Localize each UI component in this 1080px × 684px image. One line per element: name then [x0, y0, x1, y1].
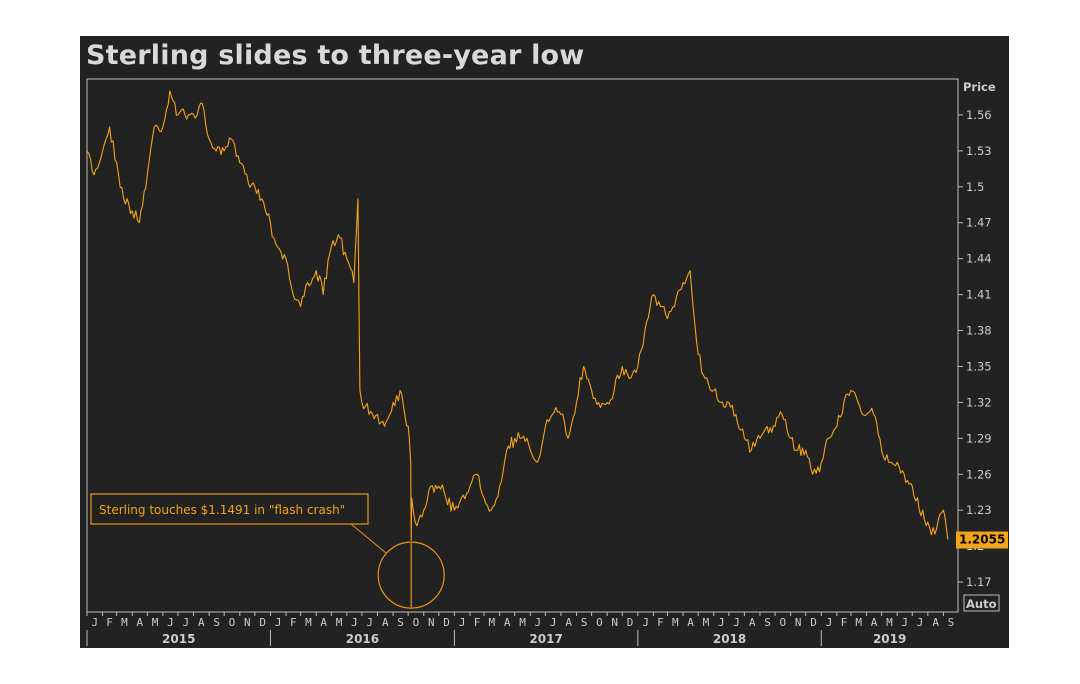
x-month-label: M — [519, 616, 526, 629]
annotation-group: Sterling touches $1.1491 in "flash crash… — [90, 493, 445, 609]
x-month-label: F — [657, 616, 664, 629]
x-month-label: J — [733, 616, 740, 629]
chart-title: Sterling slides to three-year low — [86, 40, 585, 71]
y-tick-label: 1.56 — [966, 108, 992, 122]
y-axis: 1.56 1.53 1.5 1.47 1.44 1.41 1.38 1.35 1.32 1.29 1… — [958, 108, 992, 589]
x-month-label: M — [489, 616, 496, 629]
x-month-label: A — [198, 616, 205, 629]
y-tick-label: 1.35 — [966, 359, 992, 373]
x-month-label: A — [382, 616, 389, 629]
y-tick-label: 1.5 — [966, 180, 984, 194]
chart-panel — [80, 36, 1009, 648]
x-month-label: A — [871, 616, 878, 629]
x-month-label: F — [841, 616, 848, 629]
x-month-label: M — [152, 616, 159, 629]
x-month-label: A — [565, 616, 572, 629]
x-month-label: M — [121, 616, 128, 629]
series-group[interactable] — [86, 90, 949, 541]
x-month-label: D — [810, 616, 817, 629]
x-month-label: O — [596, 616, 603, 629]
x-month-label: F — [474, 616, 481, 629]
x-month-label: J — [826, 616, 833, 629]
x-month-label: N — [611, 616, 618, 629]
x-month-label: O — [780, 616, 787, 629]
x-month-label: S — [948, 616, 955, 629]
x-month-label: S — [213, 616, 220, 629]
x-month-label: J — [182, 616, 189, 629]
x-month-label: O — [229, 616, 236, 629]
x-month-label: J — [351, 616, 358, 629]
last-value-badge: 1.2055 — [956, 531, 1008, 549]
x-year-label: 2019 — [873, 632, 906, 646]
price-chart[interactable]: 1.56 1.53 1.5 1.47 1.44 1.41 1.38 1.35 1.32 1.29 1… — [80, 36, 1009, 648]
x-month-label: M — [336, 616, 343, 629]
x-month-label: M — [703, 616, 710, 629]
x-month-label: F — [290, 616, 297, 629]
x-year-label: 2015 — [162, 632, 195, 646]
x-month-label: N — [244, 616, 251, 629]
last-value-badge-bg — [956, 531, 1008, 549]
x-month-label: J — [275, 616, 282, 629]
x-month-label: J — [718, 616, 725, 629]
x-month-label: S — [397, 616, 404, 629]
x-month-label: M — [672, 616, 679, 629]
x-month-label: J — [917, 616, 924, 629]
annotation-text: Sterling touches $1.1491 in "flash crash… — [99, 503, 345, 517]
x-month-label: S — [581, 616, 588, 629]
y-axis-label: Price — [963, 80, 996, 94]
x-month-label: J — [91, 616, 98, 629]
flash-crash-circle — [377, 541, 445, 609]
x-month-label: M — [855, 616, 862, 629]
x-month-label: A — [932, 616, 939, 629]
x-month-label: J — [535, 616, 542, 629]
y-tick-label: 1.29 — [966, 431, 992, 445]
x-month-label: S — [764, 616, 771, 629]
x-year-label: 2017 — [529, 632, 562, 646]
x-year-label: 2016 — [346, 632, 379, 646]
plot-area-border — [86, 78, 959, 613]
x-month-label: A — [136, 616, 143, 629]
x-month-label: A — [504, 616, 511, 629]
x-month-label: J — [366, 616, 373, 629]
x-month-label: J — [550, 616, 557, 629]
y-tick-label: 1.47 — [966, 216, 992, 230]
x-month-label: A — [749, 616, 756, 629]
x-month-label: M — [305, 616, 312, 629]
x-month-label: J — [459, 616, 466, 629]
series-line — [86, 90, 949, 541]
annotation-leader-line — [350, 523, 387, 554]
x-month-label: A — [320, 616, 327, 629]
y-tick-label: 1.44 — [966, 252, 992, 266]
x-month-label: D — [627, 616, 634, 629]
y-tick-label: 1.53 — [966, 144, 992, 158]
x-month-label: J — [901, 616, 908, 629]
x-year-label: 2018 — [713, 632, 746, 646]
x-month-label: F — [106, 616, 113, 629]
auto-button[interactable]: Auto — [963, 594, 1000, 612]
annotation-box — [90, 493, 369, 525]
y-tick-label: 1.41 — [966, 288, 992, 302]
y-tick-label: 1.38 — [966, 324, 992, 338]
x-month-label: D — [443, 616, 450, 629]
x-month-label: A — [687, 616, 694, 629]
x-month-label: J — [642, 616, 649, 629]
x-month-label: M — [886, 616, 893, 629]
y-tick-label: 1.26 — [966, 467, 992, 481]
auto-button-bg[interactable] — [963, 594, 1000, 612]
auto-button-label[interactable]: Auto — [966, 597, 997, 611]
y-tick-label: 1.17 — [966, 575, 992, 589]
x-month-label: O — [413, 616, 420, 629]
x-month-label: J — [167, 616, 174, 629]
x-month-label: N — [428, 616, 435, 629]
x-month-label: N — [795, 616, 802, 629]
last-value-badge-text: 1.2055 — [959, 533, 1005, 547]
y-tick-label: 1.32 — [966, 395, 992, 409]
y-tick-label: 1.23 — [966, 503, 992, 517]
x-month-label: D — [259, 616, 266, 629]
